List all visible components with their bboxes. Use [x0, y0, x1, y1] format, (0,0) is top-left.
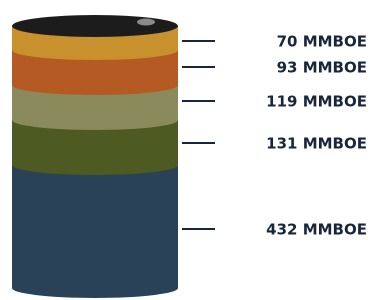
cylinder-highlight — [137, 19, 155, 26]
cylinder-diagram: 70 MMBOE 93 MMBOE 119 MMBOE 131 MMBOE 43… — [0, 0, 370, 300]
layer-label: 119 MMBOE — [266, 93, 367, 111]
layer-segment — [12, 165, 178, 298]
layer-label: 70 MMBOE — [277, 33, 367, 51]
layer-label: 131 MMBOE — [266, 135, 367, 153]
layer-label: 432 MMBOE — [266, 221, 367, 239]
layer-label: 93 MMBOE — [277, 59, 367, 77]
cylinder-top — [12, 15, 178, 37]
